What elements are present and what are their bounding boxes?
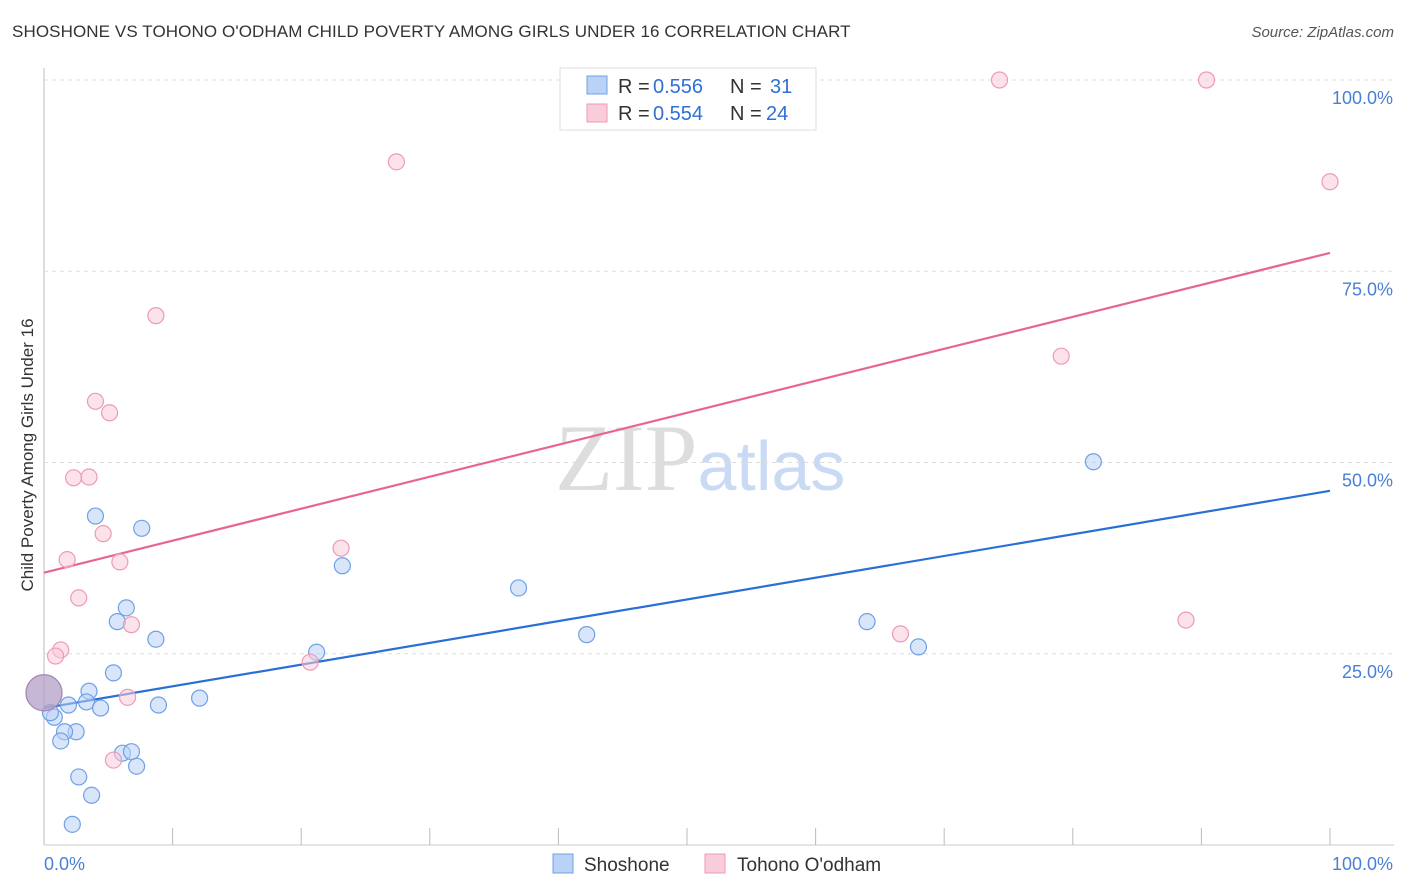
point-tohono xyxy=(387,153,405,171)
point-shoshone xyxy=(858,613,876,631)
point-tohono xyxy=(94,525,112,543)
y-tick-label: 25.0% xyxy=(1342,662,1393,682)
trend-line-tohono xyxy=(43,251,1331,574)
legend-r-value: 0.556 xyxy=(653,76,703,98)
point-tohono xyxy=(1177,611,1195,629)
point-tohono xyxy=(301,653,319,671)
legend-n-value: 24 xyxy=(766,103,788,125)
point-tohono xyxy=(1197,71,1216,89)
y-axis-label: Child Poverty Among Girls Under 16 xyxy=(18,318,37,591)
point-tohono xyxy=(64,469,83,487)
legend-n-label: N = xyxy=(730,103,762,125)
point-shoshone xyxy=(333,557,351,575)
y-tick-label: 50.0% xyxy=(1342,471,1393,491)
point-tohono xyxy=(990,71,1009,89)
point-shoshone xyxy=(59,696,78,714)
point-shoshone xyxy=(91,699,110,717)
point-shoshone xyxy=(52,732,70,750)
point-shoshone xyxy=(909,638,928,656)
point-shoshone xyxy=(86,507,105,525)
point-shoshone xyxy=(117,599,135,617)
point-tohono xyxy=(1052,347,1070,365)
point-tohono xyxy=(1321,173,1339,191)
point-shoshone xyxy=(82,786,101,804)
point-shoshone xyxy=(77,693,96,711)
chart-title: SHOSHONE VS TOHONO O'ODHAM CHILD POVERTY… xyxy=(12,22,851,41)
point-tohono xyxy=(80,468,98,486)
chart-source: Source: ZipAtlas.com xyxy=(1251,24,1394,41)
legend-n-label: N = xyxy=(730,76,762,98)
point-shoshone xyxy=(108,613,126,631)
trend-line-shoshone xyxy=(43,489,1331,710)
legend-r-label: R = xyxy=(618,76,650,98)
point-tohono xyxy=(58,551,76,569)
point-tohono xyxy=(147,307,165,325)
y-tick-label: 100.0% xyxy=(1332,88,1393,108)
legend-r-value: 0.554 xyxy=(653,103,703,125)
legend: R = 0.556 N = 31 R = 0.554 N = 24 xyxy=(559,67,817,131)
point-tohono xyxy=(111,553,129,571)
point-shoshone xyxy=(63,815,81,833)
point-shoshone xyxy=(147,630,165,648)
point-tohono xyxy=(46,647,65,665)
point-shoshone xyxy=(133,519,151,537)
bottom-legend: Shoshone Tohono O'odham xyxy=(552,853,881,876)
point-tohono xyxy=(100,404,119,422)
watermark: ZIPatlas xyxy=(555,405,845,511)
point-shoshone xyxy=(578,626,596,644)
point-shoshone xyxy=(509,579,528,597)
legend-r-label: R = xyxy=(618,103,650,125)
bottom-legend-tohono: Tohono O'odham xyxy=(737,855,881,876)
point-shoshone xyxy=(70,768,88,786)
bottom-legend-swatch-shoshone xyxy=(552,853,574,874)
legend-swatch-shoshone xyxy=(586,75,608,95)
point-tohono xyxy=(86,392,105,410)
point-shoshone xyxy=(122,743,141,761)
legend-n-value: 31 xyxy=(770,76,792,98)
y-tick-label: 75.0% xyxy=(1342,279,1393,299)
point-tohono xyxy=(25,674,63,712)
bottom-legend-shoshone: Shoshone xyxy=(584,855,670,876)
point-shoshone xyxy=(127,757,146,775)
point-shoshone xyxy=(149,696,168,714)
point-tohono xyxy=(104,751,123,769)
bottom-legend-swatch-tohono xyxy=(704,853,726,874)
point-shoshone xyxy=(1084,453,1102,471)
point-shoshone xyxy=(104,664,123,682)
point-tohono xyxy=(118,688,137,706)
point-tohono xyxy=(891,625,910,643)
x-tick-label-0: 0.0% xyxy=(44,854,85,874)
point-shoshone xyxy=(191,689,209,707)
point-tohono xyxy=(332,539,350,557)
x-tick-label-100: 100.0% xyxy=(1332,854,1393,874)
point-tohono xyxy=(122,616,141,634)
point-tohono xyxy=(70,589,88,607)
legend-swatch-tohono xyxy=(586,103,608,123)
